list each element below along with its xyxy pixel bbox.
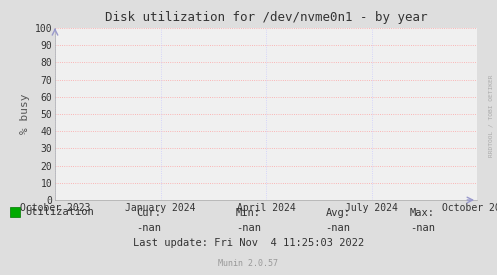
Text: Min:: Min: bbox=[236, 208, 261, 218]
Text: -nan: -nan bbox=[236, 223, 261, 233]
Y-axis label: % busy: % busy bbox=[20, 94, 30, 134]
Text: Avg:: Avg: bbox=[326, 208, 350, 218]
Text: Cur:: Cur: bbox=[137, 208, 162, 218]
Text: RRDTOOL / TOBI OETIKER: RRDTOOL / TOBI OETIKER bbox=[489, 74, 494, 157]
Text: Max:: Max: bbox=[410, 208, 435, 218]
Text: -nan: -nan bbox=[137, 223, 162, 233]
Title: Disk utilization for /dev/nvme0n1 - by year: Disk utilization for /dev/nvme0n1 - by y… bbox=[105, 11, 427, 24]
Text: Utilization: Utilization bbox=[25, 207, 94, 217]
Text: -nan: -nan bbox=[410, 223, 435, 233]
Text: Munin 2.0.57: Munin 2.0.57 bbox=[219, 258, 278, 268]
Text: -nan: -nan bbox=[326, 223, 350, 233]
Text: Last update: Fri Nov  4 11:25:03 2022: Last update: Fri Nov 4 11:25:03 2022 bbox=[133, 238, 364, 248]
